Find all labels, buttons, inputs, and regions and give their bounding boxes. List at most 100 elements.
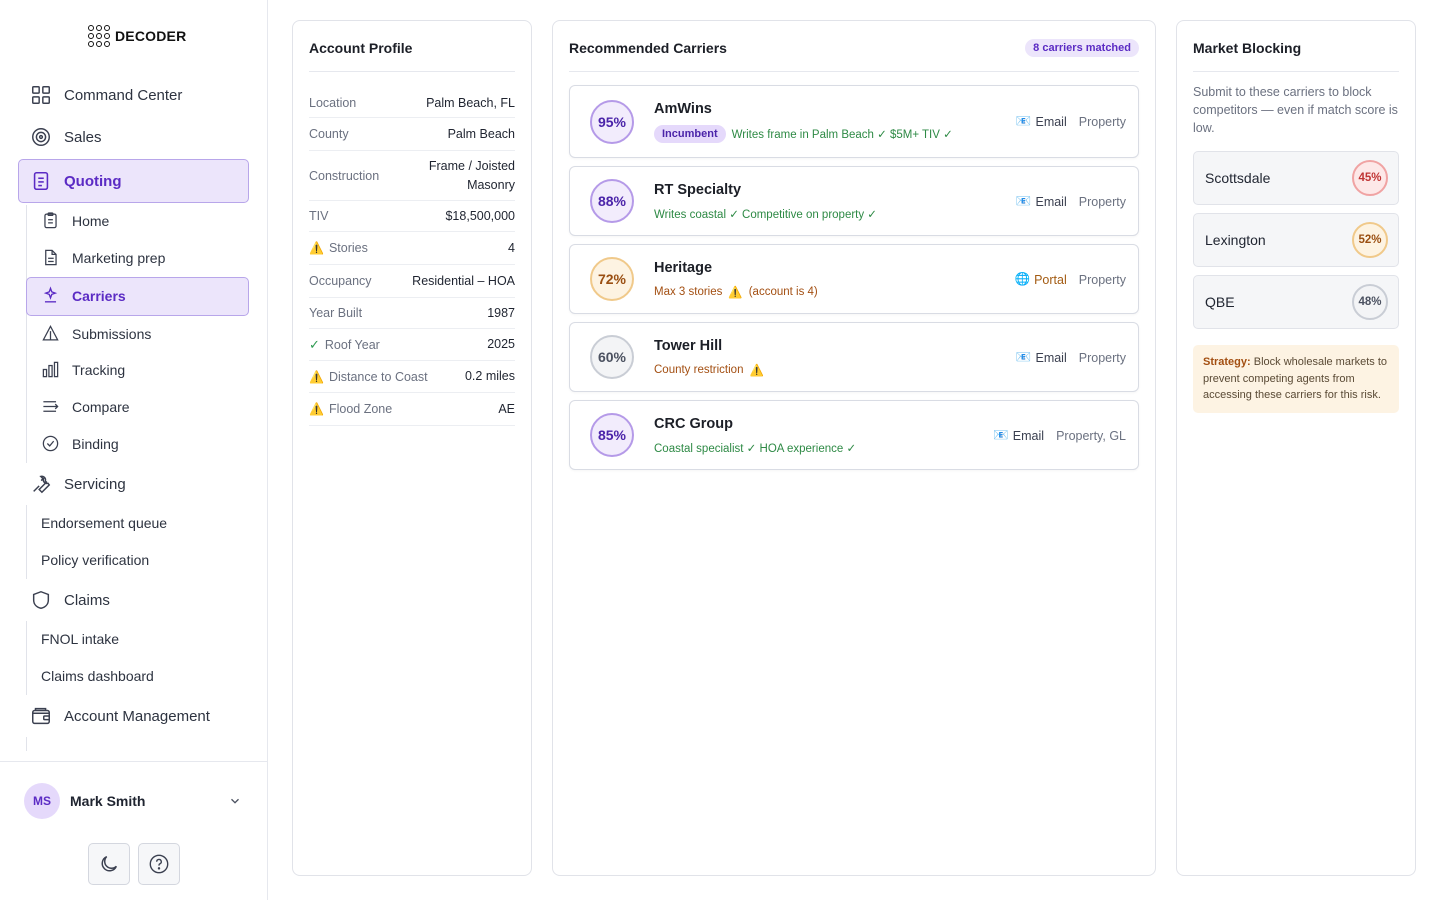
- home-clipboard-icon: [44, 212, 57, 229]
- divider: [1193, 71, 1399, 72]
- warning-icon: ⚠️: [309, 402, 324, 416]
- wrench-icon: [33, 475, 51, 494]
- incumbent-badge: Incumbent: [654, 125, 726, 143]
- account-profile-panel: Account Profile Location Palm Beach, FL …: [292, 20, 532, 876]
- brand-logo[interactable]: DECODER: [88, 25, 186, 47]
- nav-binding[interactable]: Binding: [41, 434, 119, 453]
- nav-fnol-intake[interactable]: FNOL intake: [41, 631, 120, 647]
- checkmark-icon: ✓: [309, 336, 320, 352]
- market-blocking-title: Market Blocking: [1193, 40, 1302, 56]
- carrier-card-heritage[interactable]: 72% Heritage Max 3 stories ⚠️ (account i…: [569, 244, 1139, 314]
- warning-icon: ⚠️: [309, 369, 324, 384]
- carrier-note: Writes coastal ✓ Competitive on property…: [654, 209, 877, 221]
- moon-icon: [101, 855, 118, 872]
- profile-row-year-built: Year Built 1987: [309, 298, 515, 329]
- match-score: 85%: [590, 413, 634, 457]
- nav-quoting[interactable]: Quoting: [30, 170, 121, 192]
- match-score: 72%: [590, 257, 634, 301]
- email-icon: 📧: [1015, 350, 1032, 364]
- wallet-icon: [32, 707, 50, 725]
- help-button[interactable]: [138, 843, 180, 885]
- warning-icon: ⚠️: [728, 287, 743, 299]
- sparkle-icon: [43, 286, 58, 303]
- carrier-card-tower-hill[interactable]: 60% Tower Hill County restriction ⚠️ 📧 Em…: [569, 322, 1139, 392]
- quoting-tree-line: [26, 205, 27, 463]
- nav-marketing-prep[interactable]: Marketing prep: [41, 248, 165, 267]
- match-score: 45%: [1352, 160, 1388, 196]
- triangle-icon: [42, 325, 59, 341]
- divider: [569, 71, 1139, 72]
- nav-policy-verification[interactable]: Policy verification: [41, 552, 150, 568]
- market-blocking-panel: Market Blocking Submit to these carriers…: [1176, 20, 1416, 876]
- nav-compare[interactable]: Compare: [41, 397, 130, 416]
- profile-row-tiv: TIV $18,500,000: [309, 201, 515, 232]
- profile-row-stories: ⚠️ Stories 4: [309, 232, 515, 265]
- blocking-item-lexington[interactable]: Lexington 52%: [1193, 213, 1399, 267]
- document-icon: [45, 249, 57, 266]
- target-icon: [32, 128, 50, 146]
- divider: [309, 71, 515, 72]
- nav-claims[interactable]: Claims: [30, 589, 110, 611]
- blocking-item-scottsdale[interactable]: Scottsdale 45%: [1193, 151, 1399, 205]
- profile-row-construction: Construction Frame / Joisted Masonry: [309, 151, 515, 201]
- chevron-down-icon[interactable]: [228, 794, 242, 808]
- market-blocking-description: Submit to these carriers to block compet…: [1193, 85, 1398, 135]
- nav-command-center[interactable]: Command Center: [30, 84, 182, 106]
- profile-row-location: Location Palm Beach, FL: [309, 89, 515, 118]
- account-tree-line: [26, 737, 27, 751]
- email-icon: 📧: [1015, 114, 1032, 128]
- nav-home[interactable]: Home: [41, 211, 109, 230]
- globe-icon: 🌐: [1014, 272, 1031, 286]
- carrier-note: Max 3 stories ⚠️ (account is 4): [654, 286, 818, 299]
- carrier-card-amwins[interactable]: 95% AmWins Incumbent Writes frame in Pal…: [569, 85, 1139, 158]
- carrier-note: Coastal specialist ✓ HOA experience ✓: [654, 443, 857, 455]
- brand-name: DECODER: [115, 28, 187, 44]
- claims-tree-line: [26, 621, 27, 695]
- nav-claims-dashboard[interactable]: Claims dashboard: [41, 668, 154, 684]
- help-circle-icon: [149, 854, 169, 874]
- grid-icon: [32, 86, 50, 104]
- carrier-meta: 📧 Email Property, GL: [993, 428, 1126, 443]
- carriers-active-bg: [26, 277, 249, 316]
- email-icon: 📧: [1015, 194, 1032, 208]
- account-profile-title: Account Profile: [309, 40, 413, 56]
- recommended-carriers-panel: Recommended Carriers 8 carriers matched …: [552, 20, 1156, 876]
- logo-grid-icon: [88, 25, 110, 47]
- nav-account-management[interactable]: Account Management: [30, 705, 210, 727]
- sidebar: DECODER Command Center Sales Quoting Hom…: [0, 0, 268, 900]
- user-name[interactable]: Mark Smith: [70, 793, 146, 809]
- carrier-card-crc-group[interactable]: 85% CRC Group Coastal specialist ✓ HOA e…: [569, 400, 1139, 470]
- carrier-meta: 📧 Email Property: [1015, 194, 1126, 209]
- nav-endorsement-queue[interactable]: Endorsement queue: [41, 515, 168, 531]
- carrier-name: Heritage: [654, 260, 713, 276]
- match-score: 95%: [590, 100, 634, 144]
- email-icon: 📧: [993, 428, 1009, 442]
- avatar[interactable]: MS: [24, 783, 60, 819]
- recommended-carriers-title: Recommended Carriers: [569, 40, 727, 56]
- carrier-name: Tower Hill: [654, 338, 723, 354]
- match-score: 52%: [1352, 222, 1388, 258]
- profile-row-county: County Palm Beach: [309, 118, 515, 151]
- sidebar-footer: MS Mark Smith: [0, 761, 267, 900]
- check-circle-icon: [42, 435, 59, 452]
- nav-servicing[interactable]: Servicing: [30, 473, 126, 495]
- servicing-tree-line: [26, 505, 27, 579]
- blocking-item-qbe[interactable]: QBE 48%: [1193, 275, 1399, 329]
- nav-carriers[interactable]: Carriers: [41, 286, 126, 305]
- theme-toggle-button[interactable]: [88, 843, 130, 885]
- carrier-card-rt-specialty[interactable]: 88% RT Specialty Writes coastal ✓ Compet…: [569, 166, 1139, 236]
- bar-chart-icon: [42, 361, 59, 378]
- shield-icon: [32, 590, 50, 610]
- match-score: 60%: [590, 335, 634, 379]
- carrier-note: County restriction ⚠️: [654, 364, 764, 377]
- nav-tracking[interactable]: Tracking: [41, 360, 125, 379]
- nav-submissions[interactable]: Submissions: [41, 324, 151, 343]
- quoting-active-bg: [18, 159, 249, 203]
- profile-row-roof-year: ✓ Roof Year 2025: [309, 329, 515, 361]
- match-score: 48%: [1352, 284, 1388, 320]
- warning-icon: ⚠️: [309, 241, 324, 255]
- profile-row-distance-to-coast: ⚠️ Distance to Coast 0.2 miles: [309, 361, 515, 393]
- carriers-matched-badge: 8 carriers matched: [1025, 39, 1139, 57]
- nav-sales[interactable]: Sales: [30, 126, 102, 148]
- carrier-note: Incumbent Writes frame in Palm Beach ✓ $…: [654, 125, 953, 143]
